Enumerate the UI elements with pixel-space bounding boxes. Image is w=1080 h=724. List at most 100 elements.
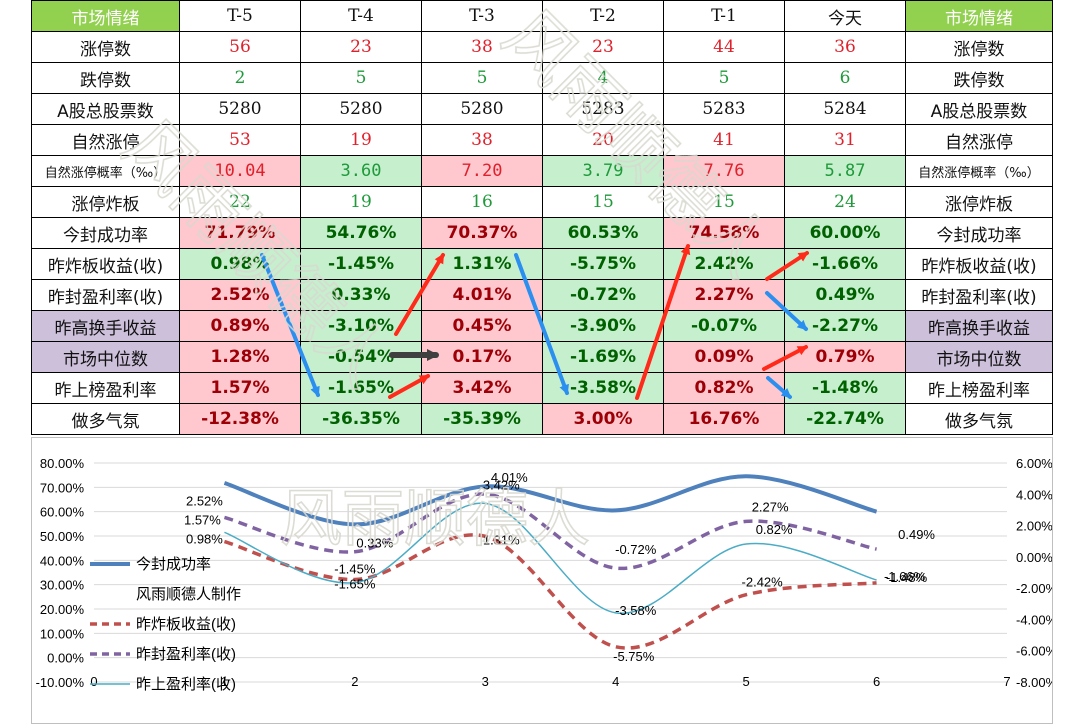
table-cell: 15	[664, 187, 785, 218]
table-cell: -1.66%	[785, 249, 906, 280]
data-label: 0.98%	[186, 532, 223, 547]
table-cell: 38	[422, 32, 543, 63]
x-tick-label: 7	[1003, 674, 1010, 689]
data-label: -1.65%	[334, 577, 376, 592]
legend-label: 昨封盈利率(收)	[136, 646, 236, 663]
table-cell: 1.57%	[180, 373, 301, 404]
x-tick-label: 0	[90, 674, 97, 689]
table-cell: 56	[180, 32, 301, 63]
legend-label: 今封成功率	[136, 556, 211, 573]
table-row: 昨封盈利率(收)2.52%0.33%4.01%-0.72%2.27%0.49%昨…	[32, 280, 1053, 311]
y-right-tick-label: -6.00%	[1016, 644, 1052, 659]
table-cell: 5280	[301, 94, 422, 125]
row-label-right: 昨上榜盈利率	[906, 373, 1053, 404]
row-label-right: 今封成功率	[906, 218, 1053, 249]
header-sentiment-label: 市场情绪	[906, 1, 1053, 32]
row-label-right: 自然涨停	[906, 125, 1053, 156]
table-cell: 0.49%	[785, 280, 906, 311]
table-cell: 0.09%	[664, 342, 785, 373]
row-label: 涨停炸板	[32, 187, 180, 218]
data-label: -1.48%	[886, 570, 928, 585]
legend-label: 昨上盈利率(收)	[136, 676, 236, 693]
y-right-tick-label: -2.00%	[1016, 581, 1052, 596]
row-label: 做多气氛	[32, 404, 180, 435]
chart-canvas: -10.00%0.00%10.00%20.00%30.00%40.00%50.0…	[32, 438, 1052, 723]
y-left-tick-label: 40.00%	[40, 553, 85, 568]
header-day-5: T-1	[664, 1, 785, 32]
table-cell: 38	[422, 125, 543, 156]
y-right-tick-label: 4.00%	[1016, 487, 1052, 502]
table-cell: -1.48%	[785, 373, 906, 404]
table-cell: 0.79%	[785, 342, 906, 373]
data-label: -5.75%	[613, 649, 655, 664]
table-cell: -22.74%	[785, 404, 906, 435]
header-day-3: T-3	[422, 1, 543, 32]
x-tick-label: 4	[612, 674, 619, 689]
row-label: 自然涨停	[32, 125, 180, 156]
y-left-tick-label: 30.00%	[40, 578, 85, 593]
table-cell: 70.37%	[422, 218, 543, 249]
x-tick-label: 6	[873, 674, 880, 689]
data-label: 1.57%	[184, 512, 221, 527]
table-cell: -0.07%	[664, 311, 785, 342]
y-left-tick-label: 50.00%	[40, 529, 85, 544]
sentiment-line-chart: -10.00%0.00%10.00%20.00%30.00%40.00%50.0…	[31, 437, 1053, 724]
table-cell: 0.98%	[180, 249, 301, 280]
table-cell: 5283	[664, 94, 785, 125]
y-right-tick-label: -8.00%	[1016, 675, 1052, 690]
table-cell: 3.00%	[543, 404, 664, 435]
table-cell: 7.76	[664, 156, 785, 187]
table-cell: 22	[180, 187, 301, 218]
table-cell: 0.33%	[301, 280, 422, 311]
y-left-tick-label: 60.00%	[40, 505, 85, 520]
row-label-right: 涨停炸板	[906, 187, 1053, 218]
legend-label: 风雨顺德人制作	[136, 585, 241, 603]
table-cell: 0.17%	[422, 342, 543, 373]
table-cell: 0.45%	[422, 311, 543, 342]
table-cell: -3.90%	[543, 311, 664, 342]
table-cell: 5284	[785, 94, 906, 125]
table-cell: -35.39%	[422, 404, 543, 435]
table-cell: 60.53%	[543, 218, 664, 249]
header-day-6: 今天	[785, 1, 906, 32]
table-cell: 71.79%	[180, 218, 301, 249]
table-cell: 2.52%	[180, 280, 301, 311]
table-cell: 6	[785, 63, 906, 94]
data-label: 1.31%	[483, 532, 520, 547]
row-label: 市场中位数	[32, 342, 180, 373]
table-cell: 2	[180, 63, 301, 94]
y-right-tick-label: -4.00%	[1016, 612, 1052, 627]
row-label-right: 昨高换手收益	[906, 311, 1053, 342]
table-cell: 7.20	[422, 156, 543, 187]
row-label: 昨高换手收益	[32, 311, 180, 342]
table-cell: -36.35%	[301, 404, 422, 435]
table-cell: 10.04	[180, 156, 301, 187]
table-cell: 0.89%	[180, 311, 301, 342]
header-day-2: T-4	[301, 1, 422, 32]
table-cell: 1.28%	[180, 342, 301, 373]
header-sentiment-label: 市场情绪	[32, 1, 180, 32]
table-cell: 3.60	[301, 156, 422, 187]
row-label: 昨封盈利率(收)	[32, 280, 180, 311]
table-cell: 4	[543, 63, 664, 94]
table-cell: 16	[422, 187, 543, 218]
table-cell: 54.76%	[301, 218, 422, 249]
table-cell: 5	[301, 63, 422, 94]
table-cell: 60.00%	[785, 218, 906, 249]
table-cell: 41	[664, 125, 785, 156]
table-cell: 44	[664, 32, 785, 63]
data-label: 3.42%	[483, 477, 520, 492]
x-tick-label: 3	[482, 674, 489, 689]
table-cell: 1.31%	[422, 249, 543, 280]
table-cell: 0.82%	[664, 373, 785, 404]
y-right-tick-label: 6.00%	[1016, 456, 1052, 471]
table-cell: -0.72%	[543, 280, 664, 311]
